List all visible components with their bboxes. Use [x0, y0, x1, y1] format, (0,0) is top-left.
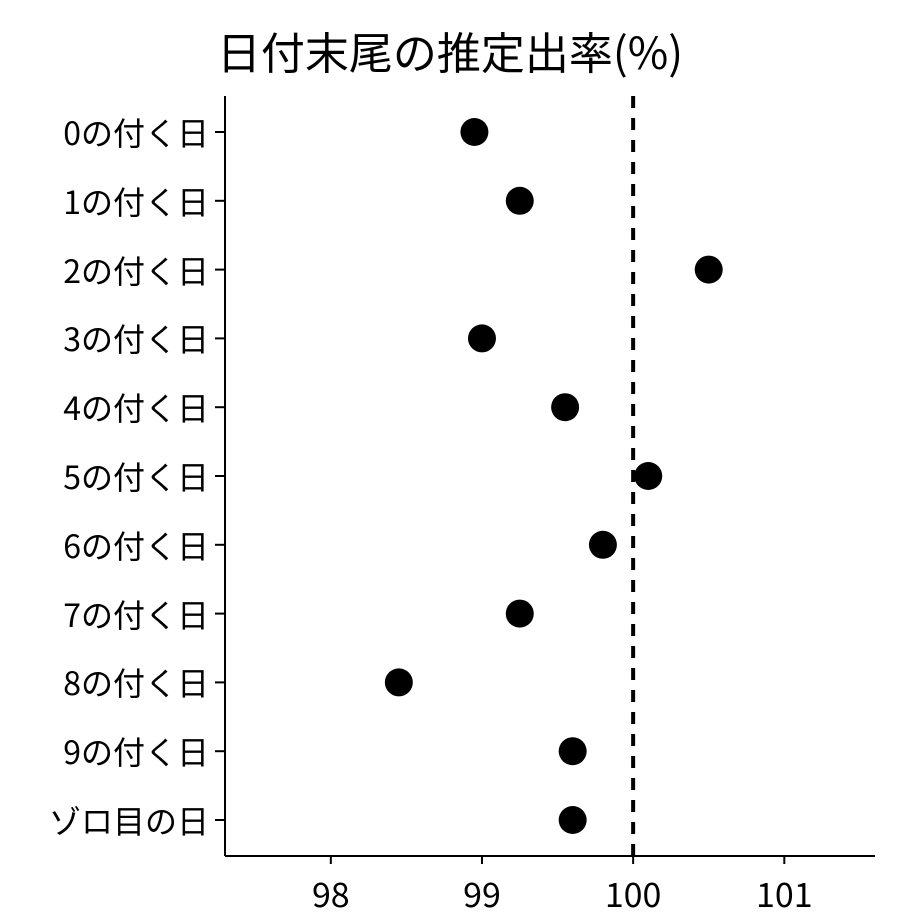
chart-container: 日付末尾の推定出率(%) 98991001010の付く日1の付く日2の付く日3の… [0, 0, 900, 900]
y-tick-label: 6の付く日 [63, 522, 209, 568]
data-point [468, 324, 496, 352]
x-tick-label: 101 [756, 868, 813, 917]
data-point [559, 806, 587, 834]
y-tick-label: 3の付く日 [63, 315, 209, 361]
y-tick-label: 7の付く日 [63, 591, 209, 637]
x-tick-label: 100 [605, 868, 662, 917]
data-point [506, 600, 534, 628]
data-point [551, 393, 579, 421]
y-tick-label: 8の付く日 [63, 659, 209, 705]
x-tick-label: 98 [312, 868, 350, 917]
data-point [634, 462, 662, 490]
data-point [589, 531, 617, 559]
y-tick-label: 4の付く日 [63, 384, 209, 430]
x-tick-label: 99 [463, 868, 501, 917]
y-tick-label: 2の付く日 [63, 247, 209, 293]
y-tick-label: 0の付く日 [63, 109, 209, 155]
data-point [460, 118, 488, 146]
y-tick-label: 9の付く日 [63, 728, 209, 774]
data-point [506, 187, 534, 215]
data-point [695, 256, 723, 284]
data-point [385, 668, 413, 696]
y-tick-label: 1の付く日 [63, 178, 209, 224]
y-tick-label: 5の付く日 [63, 453, 209, 499]
y-tick-label: ゾロ目の日 [49, 797, 209, 843]
data-point [559, 737, 587, 765]
